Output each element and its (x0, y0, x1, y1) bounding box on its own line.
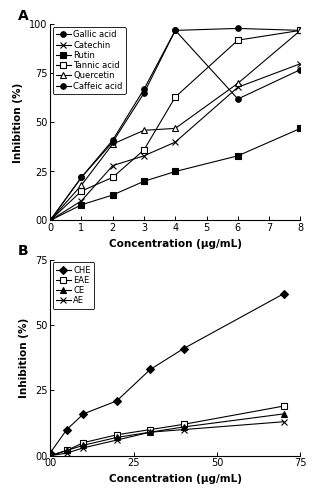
Caffeic acid (236, 96, 240, 102)
CE (148, 429, 152, 435)
Quercetin (299, 27, 302, 33)
CHE (115, 398, 119, 404)
Catechin (299, 61, 302, 67)
Line: Quercetin: Quercetin (47, 27, 303, 223)
Gallic acid (142, 86, 146, 92)
Caffeic acid (48, 218, 52, 223)
EAE (182, 421, 186, 427)
Caffeic acid (111, 139, 115, 145)
Y-axis label: Inhibition (%): Inhibition (%) (13, 82, 23, 163)
Quercetin (236, 80, 240, 86)
Line: CE: CE (47, 411, 287, 459)
Quercetin (48, 218, 52, 223)
EAE (82, 440, 85, 445)
Line: Catechin: Catechin (47, 60, 304, 224)
Line: AE: AE (47, 418, 287, 459)
Caffeic acid (80, 174, 83, 180)
Line: Caffeic acid: Caffeic acid (47, 27, 303, 223)
Caffeic acid (173, 27, 177, 33)
Rutin (173, 169, 177, 174)
Quercetin (142, 127, 146, 133)
Gallic acid (236, 25, 240, 31)
Rutin (80, 202, 83, 208)
AE (115, 437, 119, 443)
CE (182, 424, 186, 430)
Quercetin (80, 182, 83, 188)
Line: Tannic acid: Tannic acid (47, 27, 303, 223)
CE (65, 447, 69, 453)
Catechin (173, 139, 177, 145)
Caffeic acid (299, 67, 302, 73)
Tannic acid (173, 94, 177, 100)
Tannic acid (111, 174, 115, 180)
Line: Gallic acid: Gallic acid (47, 25, 303, 223)
Catechin (236, 84, 240, 90)
Catechin (142, 153, 146, 159)
EAE (282, 403, 286, 409)
AE (182, 427, 186, 433)
Catechin (111, 163, 115, 169)
Tannic acid (142, 147, 146, 153)
AE (148, 429, 152, 435)
Rutin (48, 218, 52, 223)
Rutin (142, 178, 146, 184)
Rutin (111, 192, 115, 198)
Catechin (48, 218, 52, 223)
Line: EAE: EAE (47, 403, 287, 459)
EAE (115, 432, 119, 438)
X-axis label: Concentration (μg/mL): Concentration (μg/mL) (109, 474, 242, 484)
CE (115, 435, 119, 441)
CHE (82, 411, 85, 417)
CHE (65, 427, 69, 433)
Line: CHE: CHE (47, 291, 287, 456)
Gallic acid (173, 27, 177, 33)
CHE (282, 291, 286, 296)
Gallic acid (111, 137, 115, 143)
Line: Rutin: Rutin (47, 125, 303, 223)
Gallic acid (299, 27, 302, 33)
CE (282, 411, 286, 417)
Legend: CHE, EAE, CE, AE: CHE, EAE, CE, AE (53, 262, 94, 309)
Tannic acid (80, 188, 83, 194)
Quercetin (173, 125, 177, 131)
EAE (48, 453, 52, 459)
AE (82, 445, 85, 451)
Rutin (299, 125, 302, 131)
AE (65, 450, 69, 456)
Quercetin (111, 141, 115, 147)
AE (48, 453, 52, 459)
Legend: Gallic acid, Catechin, Rutin, Tannic acid, Quercetin, Caffeic acid: Gallic acid, Catechin, Rutin, Tannic aci… (53, 27, 126, 94)
Caffeic acid (142, 90, 146, 96)
CHE (48, 450, 52, 456)
Catechin (80, 198, 83, 204)
Text: A: A (18, 9, 28, 23)
CE (82, 442, 85, 448)
Tannic acid (299, 27, 302, 33)
Gallic acid (48, 218, 52, 223)
EAE (148, 427, 152, 433)
Text: B: B (18, 244, 28, 258)
Tannic acid (236, 37, 240, 43)
CHE (182, 345, 186, 351)
Y-axis label: Inhibition (%): Inhibition (%) (19, 318, 29, 398)
CHE (148, 367, 152, 372)
X-axis label: Concentration (μg/mL): Concentration (μg/mL) (109, 239, 242, 249)
Rutin (236, 153, 240, 159)
CE (48, 453, 52, 459)
EAE (65, 447, 69, 453)
Gallic acid (80, 174, 83, 180)
AE (282, 419, 286, 425)
Tannic acid (48, 218, 52, 223)
